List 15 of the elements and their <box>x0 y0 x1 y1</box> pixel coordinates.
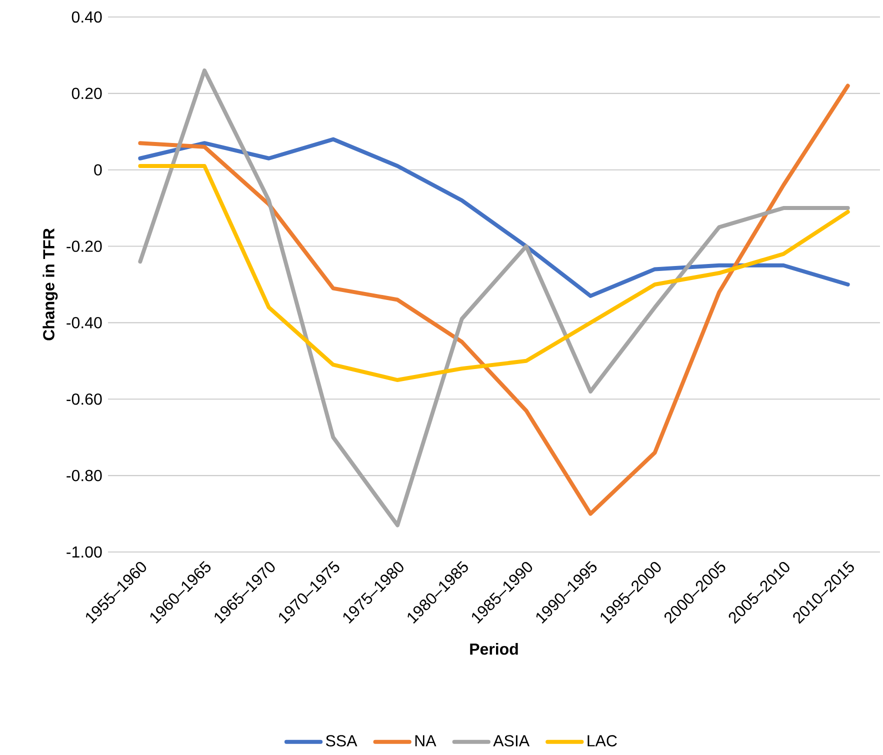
y-tick-label: -0.60 <box>66 393 102 405</box>
y-tick-label: 0 <box>94 164 102 176</box>
legend-label: NA <box>415 735 436 746</box>
legend-label: LAC <box>588 735 617 746</box>
y-tick-label: -0.20 <box>66 240 102 252</box>
y-tick-label: -0.40 <box>66 317 102 328</box>
x-axis-title: Period <box>470 643 518 655</box>
y-tick-label: 0.40 <box>72 11 102 23</box>
y-tick-label: -0.80 <box>66 470 102 482</box>
y-tick-label: -1.00 <box>66 546 102 558</box>
y-tick-label: 0.20 <box>72 88 102 100</box>
y-axis-title: Change in TFR <box>42 228 58 340</box>
line-series <box>138 137 850 298</box>
legend-label: SSA <box>326 735 358 746</box>
legend-label: ASIA <box>493 735 530 746</box>
